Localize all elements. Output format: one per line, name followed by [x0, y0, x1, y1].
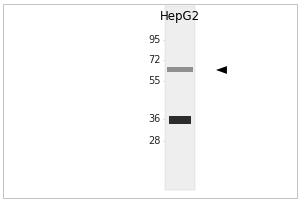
Text: 36: 36 [148, 114, 160, 124]
FancyBboxPatch shape [167, 67, 193, 72]
Text: 28: 28 [148, 136, 160, 146]
Text: 72: 72 [148, 55, 161, 65]
Polygon shape [216, 66, 227, 74]
Text: 95: 95 [148, 35, 160, 45]
Text: HepG2: HepG2 [160, 10, 200, 23]
FancyBboxPatch shape [165, 6, 195, 190]
FancyBboxPatch shape [169, 116, 191, 124]
Text: 55: 55 [148, 76, 161, 86]
